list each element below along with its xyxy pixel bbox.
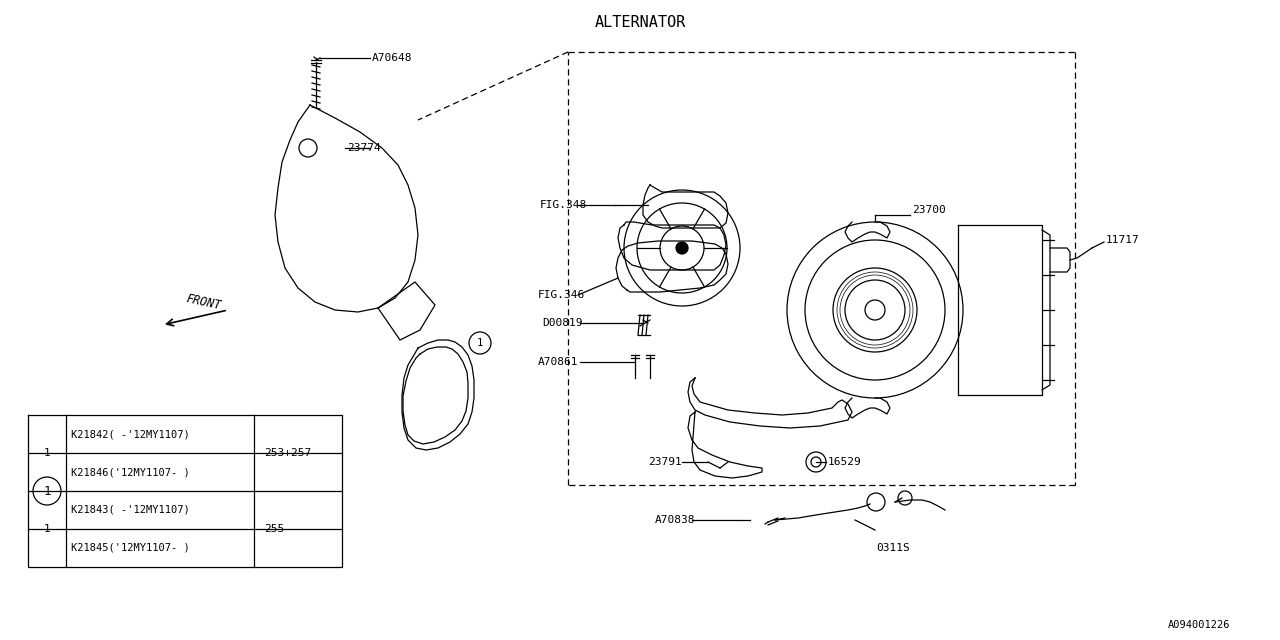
Text: K21843( -'12MY1107): K21843( -'12MY1107)	[70, 505, 189, 515]
Text: D00819: D00819	[541, 318, 582, 328]
Text: 1: 1	[44, 448, 50, 458]
Text: 255: 255	[264, 524, 284, 534]
Text: A70838: A70838	[655, 515, 695, 525]
Text: A70861: A70861	[538, 357, 579, 367]
Text: 23774: 23774	[347, 143, 380, 153]
Text: 23700: 23700	[913, 205, 946, 215]
Text: 1: 1	[44, 524, 50, 534]
Circle shape	[676, 242, 689, 254]
Text: FIG.348: FIG.348	[540, 200, 588, 210]
Text: 0311S: 0311S	[876, 543, 910, 553]
Text: 11717: 11717	[1106, 235, 1139, 245]
Text: FIG.346: FIG.346	[538, 290, 585, 300]
Text: K21846('12MY1107- ): K21846('12MY1107- )	[70, 467, 189, 477]
Text: 253+257: 253+257	[264, 448, 311, 458]
Text: K21842( -'12MY1107): K21842( -'12MY1107)	[70, 429, 189, 439]
Text: A70648: A70648	[372, 53, 412, 63]
Text: K21845('12MY1107- ): K21845('12MY1107- )	[70, 543, 189, 553]
Text: FRONT: FRONT	[186, 292, 223, 312]
Text: A094001226: A094001226	[1167, 620, 1230, 630]
Text: 23791: 23791	[648, 457, 682, 467]
Text: 16529: 16529	[828, 457, 861, 467]
Text: 1: 1	[44, 484, 51, 497]
Text: ALTERNATOR: ALTERNATOR	[594, 15, 686, 29]
Text: 1: 1	[477, 338, 483, 348]
